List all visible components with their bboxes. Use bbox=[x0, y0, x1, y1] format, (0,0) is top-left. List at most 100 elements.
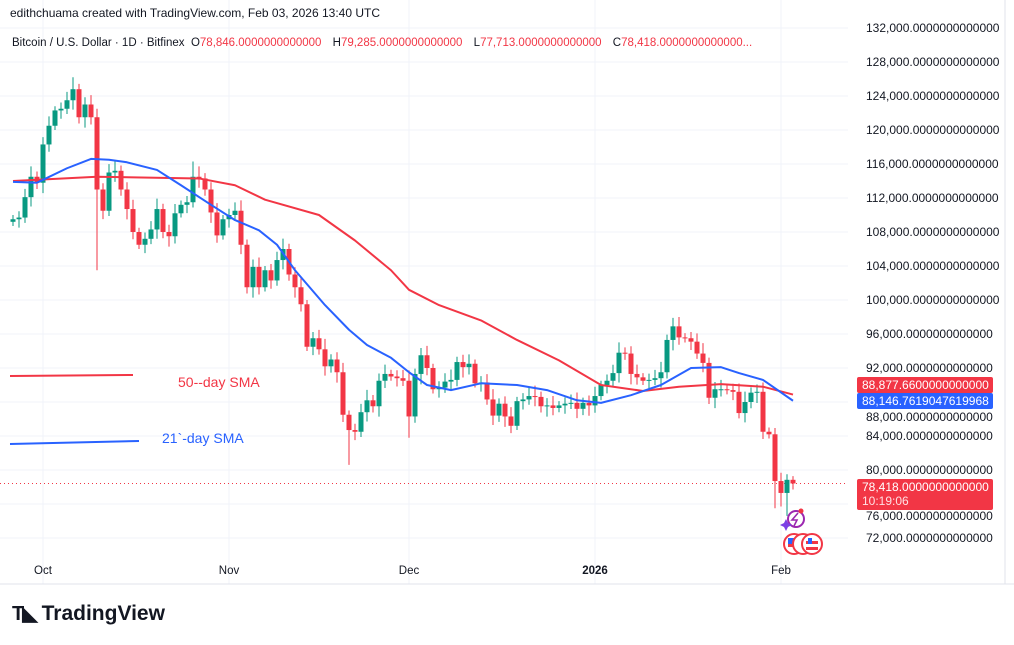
price-tick-label: 80,000.0000000000000 bbox=[866, 463, 993, 477]
candle-body bbox=[376, 380, 382, 407]
close-value: 78,418.0000000000000... bbox=[621, 37, 753, 49]
candle-body bbox=[724, 389, 730, 391]
candle-body bbox=[646, 379, 652, 381]
candle bbox=[148, 221, 154, 245]
candle bbox=[604, 374, 610, 394]
candle bbox=[160, 203, 166, 239]
candle-body bbox=[82, 104, 88, 118]
candle-body bbox=[610, 373, 616, 381]
candle bbox=[340, 362, 346, 423]
candle-body bbox=[574, 402, 580, 409]
candle bbox=[250, 259, 256, 298]
candle bbox=[484, 374, 490, 405]
sma-lines bbox=[12, 157, 794, 404]
candle bbox=[292, 267, 298, 298]
candle-body bbox=[634, 373, 640, 378]
candle-body bbox=[562, 403, 568, 406]
candle bbox=[352, 423, 358, 441]
logo-text: TradingView bbox=[41, 602, 165, 625]
candle bbox=[70, 77, 76, 110]
tradingview-logo-icon: T◣ bbox=[12, 603, 38, 625]
candle-body bbox=[430, 368, 436, 390]
candle-body bbox=[274, 260, 280, 281]
candle bbox=[778, 472, 784, 507]
sma50-line bbox=[12, 175, 794, 396]
candle bbox=[712, 381, 718, 409]
sma21-label: 21`-day SMA bbox=[162, 430, 244, 446]
candle bbox=[490, 389, 496, 425]
candle bbox=[370, 395, 376, 413]
candle bbox=[172, 203, 178, 244]
candle bbox=[88, 95, 94, 125]
candle bbox=[670, 317, 676, 351]
candle-body bbox=[184, 202, 190, 205]
candle-body bbox=[586, 402, 592, 406]
candle-body bbox=[502, 403, 508, 417]
candle-body bbox=[136, 232, 142, 245]
candle-body bbox=[328, 359, 334, 367]
candle-body bbox=[580, 402, 586, 409]
candle bbox=[520, 393, 526, 410]
price-tick-label: 76,000.0000000000000 bbox=[866, 509, 993, 523]
candle-body bbox=[718, 389, 724, 391]
candle bbox=[406, 370, 412, 438]
candle bbox=[544, 398, 550, 417]
candle-body bbox=[526, 396, 532, 400]
symbol-label[interactable]: Bitcoin / U.S. Dollar · 1D · Bitfinex bbox=[12, 37, 185, 49]
us-flag-icon[interactable] bbox=[783, 533, 823, 555]
lightning-icon[interactable] bbox=[780, 508, 805, 532]
candle bbox=[64, 91, 70, 115]
candle-body bbox=[52, 110, 58, 126]
time-tick-label: Oct bbox=[34, 565, 52, 577]
candle bbox=[46, 116, 52, 152]
tradingview-logo[interactable]: T◣ TradingView bbox=[12, 602, 165, 626]
candle-body bbox=[628, 353, 634, 374]
candle bbox=[298, 277, 304, 312]
candle bbox=[388, 369, 394, 381]
candle-body bbox=[130, 209, 136, 232]
candle bbox=[322, 338, 328, 376]
candle bbox=[118, 165, 124, 196]
candle bbox=[418, 347, 424, 385]
time-tick-label: Dec bbox=[398, 565, 420, 577]
candle-body bbox=[262, 270, 268, 288]
candle bbox=[550, 396, 556, 416]
candle-body bbox=[46, 125, 52, 145]
candle-body bbox=[418, 355, 424, 374]
price-tick-label: 128,000.0000000000000 bbox=[866, 55, 1000, 69]
candle-body bbox=[658, 372, 664, 379]
candle bbox=[106, 164, 112, 217]
candle-body bbox=[712, 389, 718, 398]
candle-body bbox=[106, 172, 112, 211]
candle-body bbox=[148, 229, 154, 239]
candle-body bbox=[598, 385, 604, 397]
candle bbox=[586, 395, 592, 416]
ohlc-legend: Bitcoin / U.S. Dollar · 1D · Bitfinex O7… bbox=[12, 36, 760, 50]
candle-body bbox=[448, 379, 454, 382]
candle bbox=[652, 369, 658, 386]
candle-body bbox=[778, 481, 784, 493]
candle-body bbox=[664, 339, 670, 373]
candle-body bbox=[742, 402, 748, 414]
candle-body bbox=[358, 412, 364, 432]
candle bbox=[112, 160, 118, 182]
candle-body bbox=[412, 373, 418, 417]
candle bbox=[532, 385, 538, 407]
candle-body bbox=[688, 338, 694, 342]
candle-body bbox=[190, 176, 196, 203]
candle-body bbox=[316, 338, 322, 350]
candle-body bbox=[682, 337, 688, 339]
candle bbox=[136, 227, 142, 249]
candle-body bbox=[214, 212, 220, 236]
candle-body bbox=[790, 479, 796, 484]
candle-body bbox=[394, 376, 400, 379]
open-value: 78,846.0000000000000 bbox=[199, 37, 322, 49]
candle bbox=[154, 198, 160, 239]
candle bbox=[466, 354, 472, 375]
candle-body bbox=[10, 219, 16, 222]
candle bbox=[448, 369, 454, 391]
candle-body bbox=[784, 479, 790, 493]
candle bbox=[166, 224, 172, 247]
candle bbox=[238, 200, 244, 255]
